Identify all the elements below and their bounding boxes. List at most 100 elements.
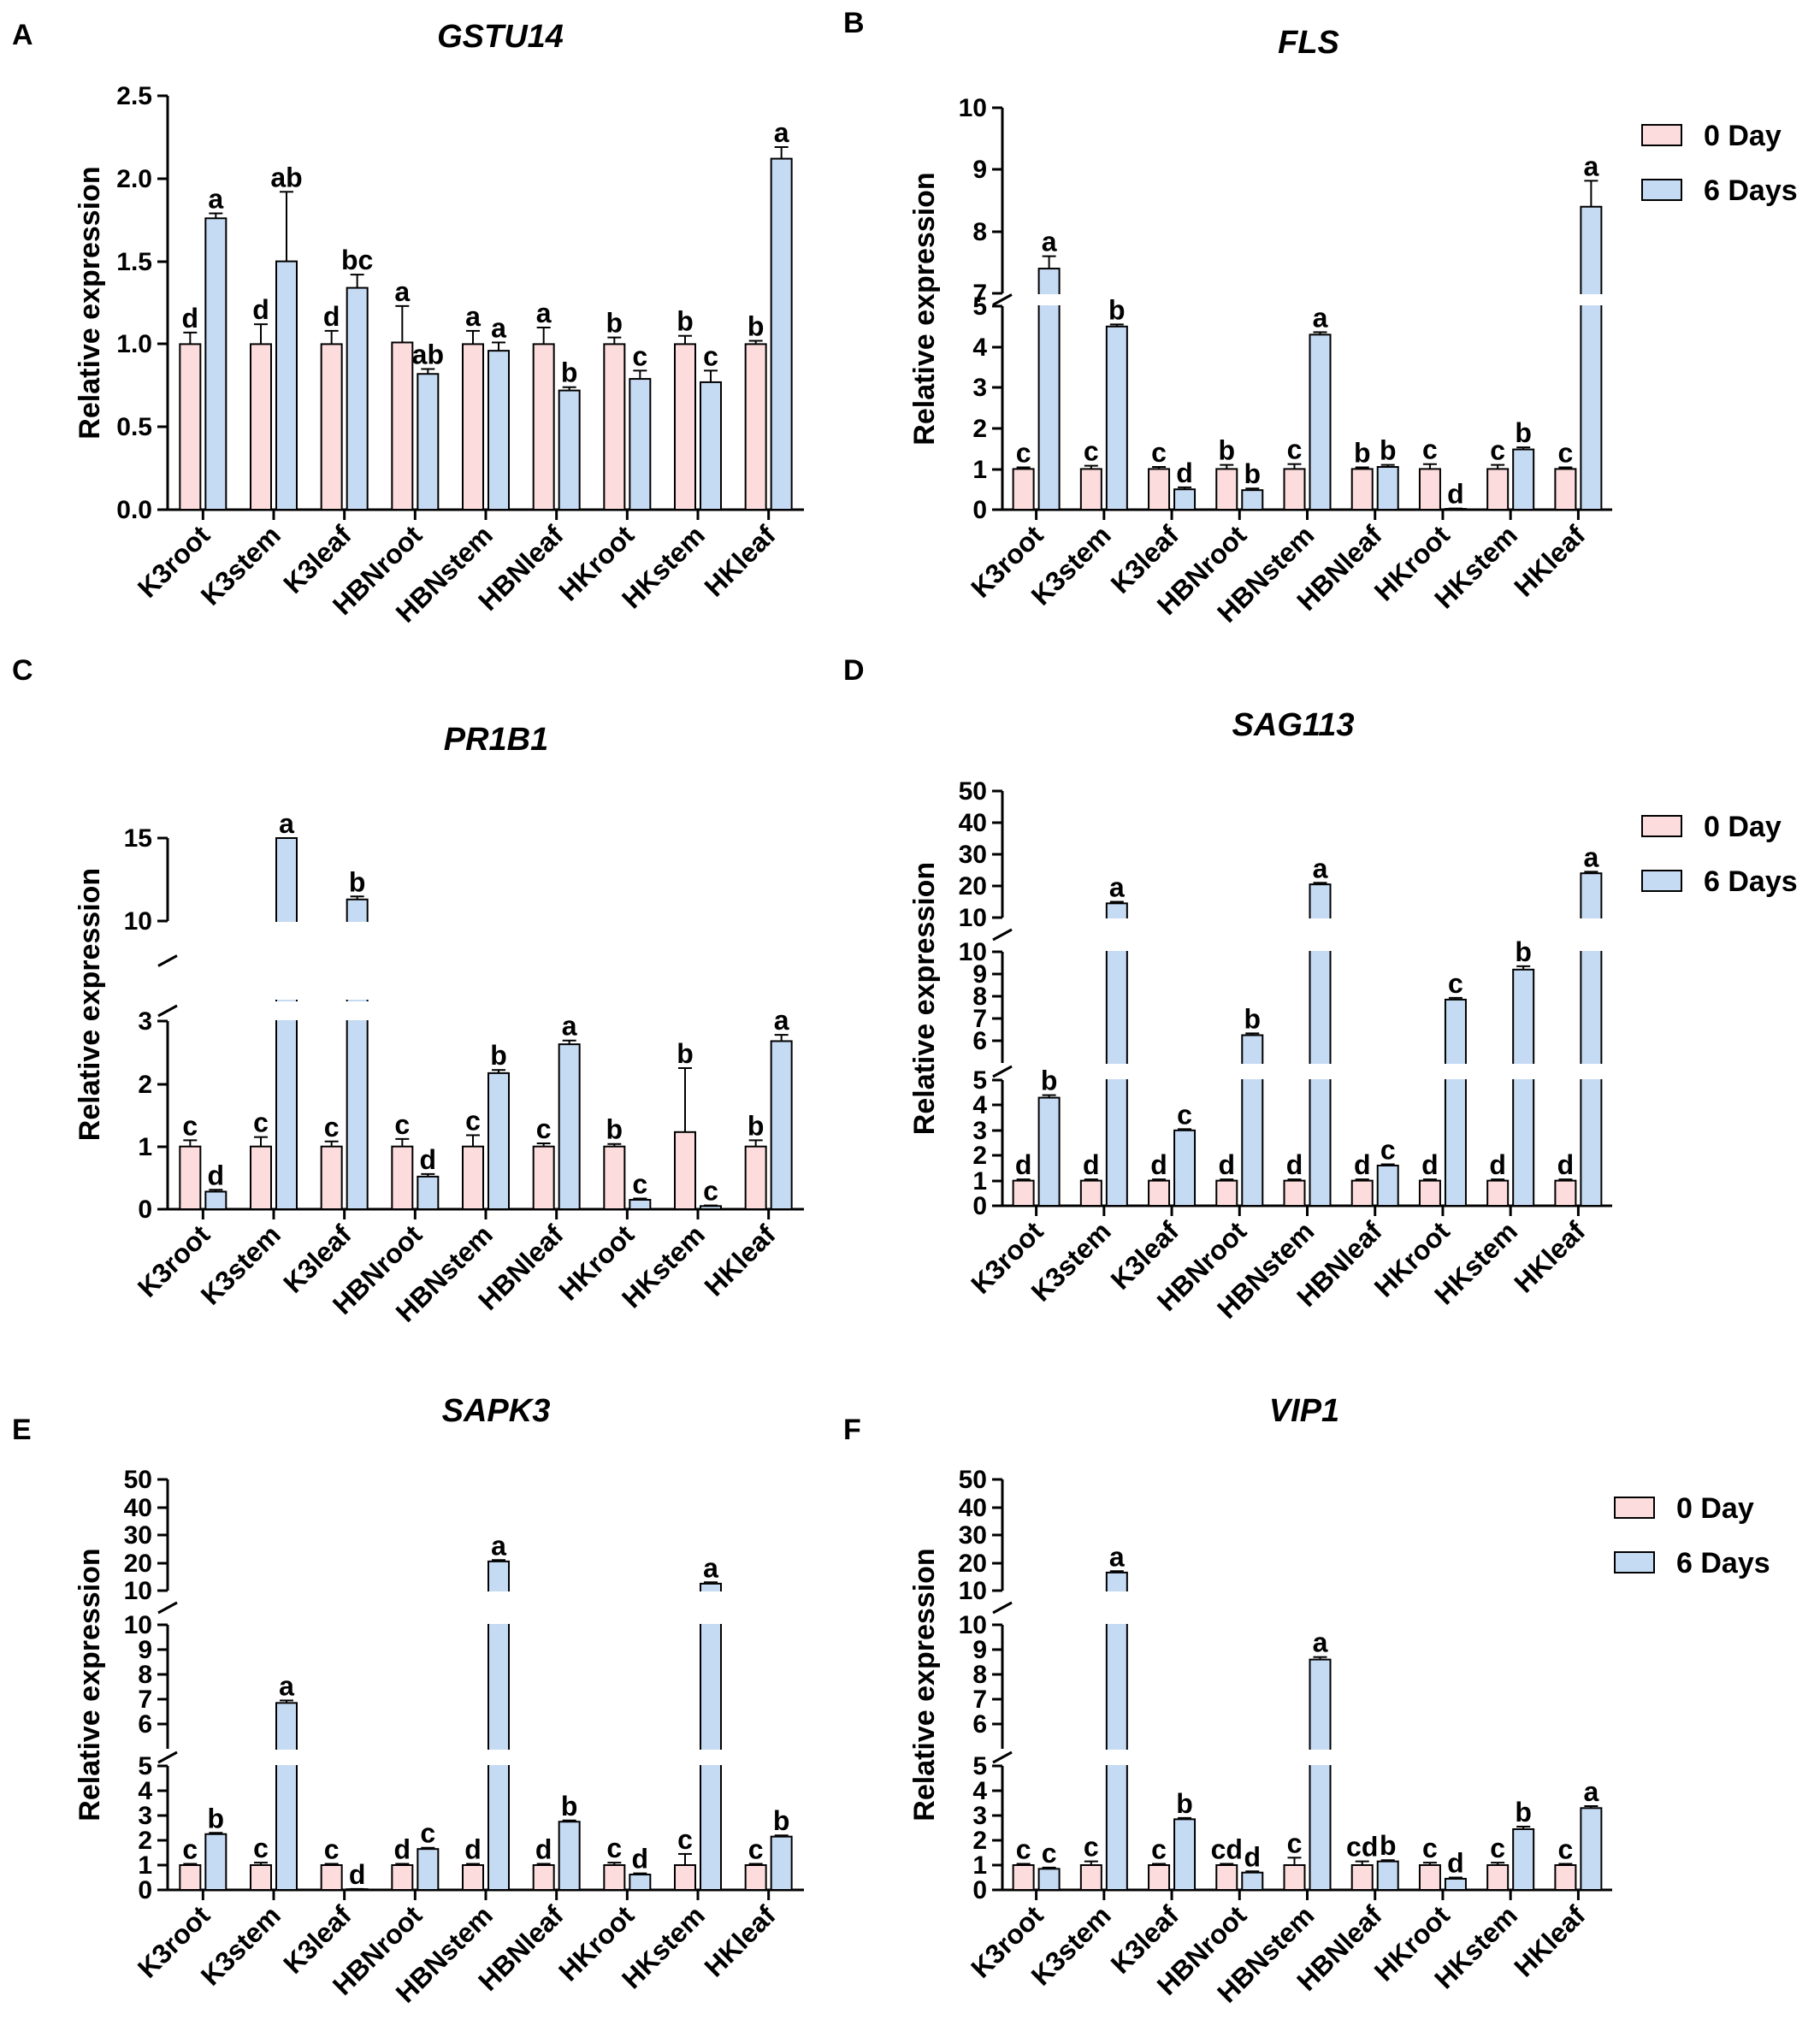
legend-label-6-days: 6 Days <box>1704 865 1798 898</box>
axis-break-mark <box>157 1004 178 1018</box>
chart-title: PR1B1 <box>444 722 549 758</box>
significance-letter: c <box>677 1824 693 1855</box>
panel-letter: A <box>12 19 33 51</box>
bar-0-day <box>179 343 202 511</box>
significance-letter: a <box>279 1670 294 1701</box>
significance-letter: c <box>1151 437 1167 468</box>
axis-break-mark <box>992 1751 1013 1764</box>
bar-6-days <box>1444 1877 1467 1891</box>
bar-6-days <box>700 1205 722 1211</box>
bar-6-days <box>629 378 652 511</box>
significance-letter: d <box>1083 1149 1100 1180</box>
bar-6-days <box>204 1190 228 1211</box>
significance-letter: d <box>394 1834 411 1865</box>
bar-0-day <box>250 1864 272 1891</box>
bar-0-day <box>1079 1864 1102 1891</box>
bar-break-gap <box>1308 1064 1332 1079</box>
significance-letter: c <box>253 1833 269 1863</box>
bar-0-day <box>179 1145 202 1210</box>
significance-letter: d <box>464 1834 482 1865</box>
y-tick-label: 3 <box>138 1802 152 1830</box>
significance-letter: d <box>1244 1841 1262 1872</box>
significance-letter: c <box>1380 1134 1396 1165</box>
significance-letter: a <box>562 1011 577 1042</box>
bar-break-gap <box>275 922 298 1000</box>
significance-letter: a <box>703 1552 718 1583</box>
significance-letter: d <box>632 1844 649 1875</box>
bar-0-day <box>1012 468 1035 511</box>
y-tick-label: 7 <box>972 280 987 308</box>
bar-0-day <box>1012 1864 1035 1891</box>
significance-letter: d <box>1150 1149 1167 1180</box>
significance-letter: c <box>324 1834 340 1865</box>
significance-letter: b <box>1108 294 1126 325</box>
legend: 0 Day 6 Days <box>1641 811 1798 898</box>
y-tick-label: 3 <box>972 1802 987 1830</box>
significance-letter: c <box>1422 434 1438 465</box>
bar-6-days <box>1376 466 1399 511</box>
bar-6-days <box>346 286 369 511</box>
bar-break-gap <box>1511 1064 1536 1079</box>
bar-0-day <box>1012 1179 1035 1207</box>
bar-6-days <box>1173 1129 1197 1207</box>
significance-letter: b <box>490 1040 507 1071</box>
bar-break-gap <box>699 1591 723 1624</box>
y-tick-label: 0 <box>972 1192 987 1220</box>
bar-0-day <box>674 343 696 511</box>
significance-letter: a <box>465 301 481 332</box>
y-tick-label: 1 <box>972 456 987 484</box>
y-tick-label: 50 <box>959 777 987 806</box>
significance-letter: b <box>349 866 366 897</box>
significance-letter: b <box>208 1803 225 1833</box>
bar-6-days <box>275 1702 298 1891</box>
y-tick-label: 7 <box>972 1005 987 1033</box>
significance-letter: c <box>1557 437 1573 468</box>
bar-break-gap <box>1104 918 1129 951</box>
y-tick-label: 9 <box>972 156 987 184</box>
significance-letter: b <box>1244 458 1262 489</box>
significance-letter: c <box>1042 1838 1057 1869</box>
bar-0-day <box>250 1145 272 1210</box>
legend-swatch-6-days <box>1614 1551 1655 1574</box>
bar-0-day <box>1486 1864 1510 1891</box>
bar-0-day <box>1418 468 1441 511</box>
bar-0-day <box>462 343 484 511</box>
legend: 0 Day 6 Days <box>1641 120 1798 207</box>
significance-letter: a <box>1583 1776 1598 1807</box>
significance-letter: c <box>1151 1834 1167 1865</box>
bar-6-days <box>1241 489 1264 511</box>
significance-letter: a <box>1583 841 1598 872</box>
significance-letter: c <box>748 1834 764 1865</box>
bar-0-day <box>1079 1179 1102 1207</box>
bar-0-day <box>1350 1179 1374 1207</box>
y-axis-label: Relative expression <box>74 166 106 439</box>
significance-letter: cd <box>1346 1832 1378 1863</box>
significance-letter: a <box>1109 872 1125 903</box>
bar-6-days <box>204 217 228 511</box>
significance-letter: a <box>491 1530 506 1561</box>
panel-letter: C <box>12 654 33 687</box>
significance-letter: c <box>1490 435 1505 466</box>
bar-break-gap <box>345 922 369 1000</box>
bar-break-gap <box>1579 1064 1604 1079</box>
significance-letter: c <box>465 1105 481 1136</box>
bar-break-gap <box>275 1001 298 1020</box>
y-tick-label: 4 <box>138 1777 152 1805</box>
significance-letter: c <box>420 1818 435 1849</box>
y-tick-label: 4 <box>972 1777 987 1805</box>
y-tick-label: 9 <box>972 1636 987 1664</box>
significance-letter: a <box>394 276 410 307</box>
bar-6-days <box>1105 1571 1128 1891</box>
bar-6-days <box>558 1821 581 1891</box>
y-tick-label: 5 <box>138 1752 152 1780</box>
y-tick-label: 40 <box>959 1494 987 1522</box>
bar-0-day <box>320 1864 343 1891</box>
y-axis-label: Relative expression <box>908 1548 941 1821</box>
y-tick-label: 6 <box>138 1710 152 1739</box>
significance-letter: a <box>536 298 552 328</box>
bar-6-days <box>275 837 298 1210</box>
y-tick-label: 8 <box>972 983 987 1011</box>
legend-label-0-day: 0 Day <box>1704 811 1782 843</box>
chart-title: GSTU14 <box>437 19 564 55</box>
bar-0-day <box>391 341 414 511</box>
